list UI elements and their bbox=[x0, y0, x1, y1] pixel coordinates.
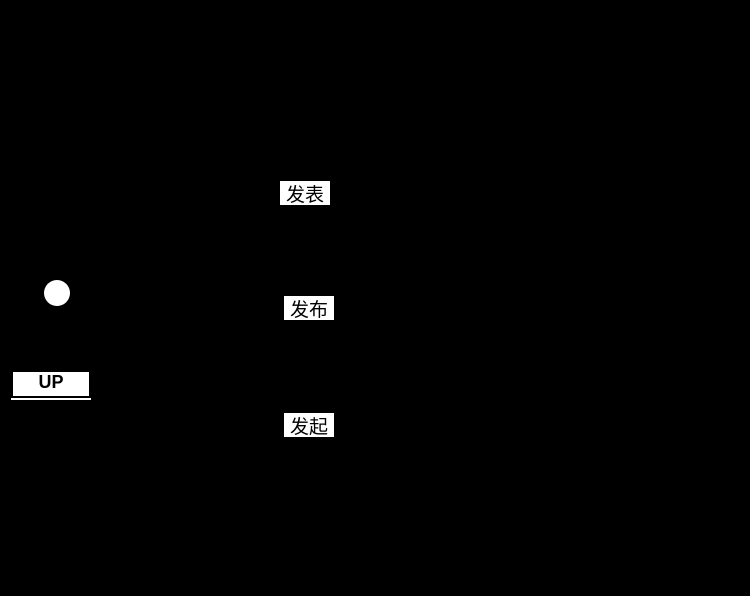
up-box-label: UP bbox=[38, 372, 63, 393]
edge-label-publish-article: 发表 bbox=[280, 181, 330, 205]
label-text: 发起 bbox=[290, 412, 328, 439]
origin-node bbox=[44, 280, 70, 306]
up-box-underline bbox=[11, 398, 91, 400]
up-box: UP bbox=[13, 372, 89, 396]
edge-label-initiate: 发起 bbox=[284, 413, 334, 437]
label-text: 发布 bbox=[290, 295, 328, 322]
edge-label-release: 发布 bbox=[284, 296, 334, 320]
label-text: 发表 bbox=[286, 180, 324, 207]
